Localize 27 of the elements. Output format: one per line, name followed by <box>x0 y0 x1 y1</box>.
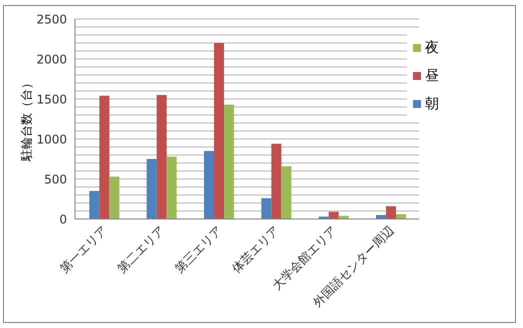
bar <box>214 43 224 219</box>
bar <box>204 151 214 219</box>
bar <box>328 212 339 219</box>
x-tick-label: 体芸エリア <box>229 223 282 276</box>
y-tick-label: 500 <box>44 172 67 186</box>
x-tick-label: 第三エリア <box>172 223 224 276</box>
y-tick-label: 2500 <box>36 12 67 26</box>
bar <box>109 176 120 219</box>
bar <box>261 198 272 219</box>
bar <box>224 104 234 219</box>
bar <box>146 159 157 219</box>
y-tick-label: 1000 <box>36 132 67 146</box>
bar <box>156 95 167 219</box>
bar <box>166 156 177 219</box>
bar <box>271 144 282 219</box>
x-tick-label: 第二エリア <box>114 223 168 276</box>
bar <box>281 166 292 219</box>
bar <box>99 96 110 219</box>
legend-label: 夜 <box>425 40 439 56</box>
y-tick-label: 1500 <box>36 92 67 106</box>
y-axis-title: 駐輪台数（台） <box>19 77 34 162</box>
legend-label: 昼 <box>425 68 439 84</box>
bar <box>386 206 396 219</box>
y-tick-label: 2000 <box>36 52 67 66</box>
bar <box>396 214 406 219</box>
legend-label: 朝 <box>425 96 439 112</box>
bar <box>89 191 100 219</box>
